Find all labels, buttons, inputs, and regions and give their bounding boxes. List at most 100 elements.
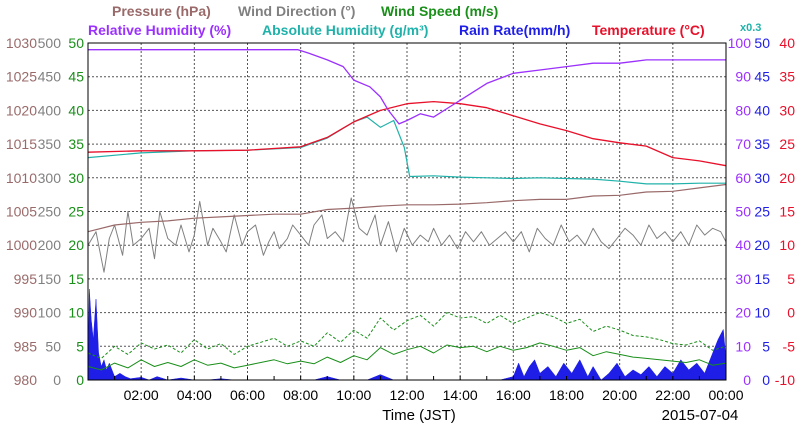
y-tick-label-rain-rate: 20 bbox=[754, 237, 770, 253]
y-tick-label-relative-humidity: 0 bbox=[743, 372, 751, 388]
y-tick-label-wind-speed: 45 bbox=[68, 69, 84, 85]
y-tick-label-wind-speed: 35 bbox=[68, 136, 84, 152]
y-tick-label-pressure: 1025 bbox=[6, 69, 37, 85]
y-tick-label-relative-humidity: 20 bbox=[735, 305, 751, 321]
y-tick-label-temperature: 25 bbox=[779, 136, 795, 152]
y-tick-label-rain-rate: 0 bbox=[762, 372, 770, 388]
x-tick-label: 22:00 bbox=[655, 387, 690, 403]
x-tick-label: 10:00 bbox=[336, 387, 371, 403]
y-tick-label-pressure: 990 bbox=[14, 305, 38, 321]
legend: Pressure (hPa) Wind Direction (°) Wind S… bbox=[88, 3, 761, 38]
y-tick-label-wind-direction: 0 bbox=[53, 372, 61, 388]
y-tick-label-wind-speed: 5 bbox=[76, 338, 84, 354]
y-tick-label-temperature: -10 bbox=[775, 372, 795, 388]
y-tick-label-wind-direction: 150 bbox=[38, 271, 62, 287]
y-tick-label-rain-rate: 40 bbox=[754, 102, 770, 118]
y-tick-label-relative-humidity: 30 bbox=[735, 271, 751, 287]
y-tick-label-temperature: 35 bbox=[779, 69, 795, 85]
y-tick-label-rain-rate: 5 bbox=[762, 338, 770, 354]
x-tick-label: 02:00 bbox=[124, 387, 159, 403]
y-tick-label-wind-direction: 450 bbox=[38, 69, 62, 85]
series-relative-humidity bbox=[88, 49, 726, 125]
y-tick-label-wind-speed: 40 bbox=[68, 102, 84, 118]
y-axes: 1030102510201015101010051000995990985980… bbox=[6, 35, 795, 388]
x-axis-label: Time (JST) bbox=[382, 407, 456, 424]
y-tick-label-rain-rate: 35 bbox=[754, 136, 770, 152]
y-tick-label-pressure: 1005 bbox=[6, 204, 37, 220]
y-tick-label-relative-humidity: 10 bbox=[735, 338, 751, 354]
y-tick-label-pressure: 985 bbox=[14, 338, 38, 354]
series-layer bbox=[87, 49, 727, 381]
x-tick-label: 00:00 bbox=[708, 387, 743, 403]
y-tick-label-wind-speed: 10 bbox=[68, 305, 84, 321]
y-tick-label-relative-humidity: 40 bbox=[735, 237, 751, 253]
x-axis: 02:00 04:00 06:00 08:00 10:00 12:00 14:00 16:00… bbox=[114, 376, 744, 403]
y-tick-label-relative-humidity: 80 bbox=[735, 102, 751, 118]
date-label: 2015-07-04 bbox=[662, 407, 739, 424]
y-tick-label-temperature: 20 bbox=[779, 170, 795, 186]
y-tick-label-wind-speed: 15 bbox=[68, 271, 84, 287]
x-tick-label: 06:00 bbox=[230, 387, 265, 403]
y-tick-label-wind-direction: 350 bbox=[38, 136, 62, 152]
legend-absolute-humidity: Absolute Humidity (g/m³) bbox=[262, 22, 428, 38]
series-pressure-hpa bbox=[87, 183, 727, 233]
series-wind-direction bbox=[87, 197, 727, 273]
x-tick-label: 16:00 bbox=[496, 387, 531, 403]
y-tick-label-pressure: 1015 bbox=[6, 136, 37, 152]
y-tick-label-wind-direction: 250 bbox=[38, 204, 62, 220]
series-wind-speed-gust-m-s bbox=[87, 312, 727, 359]
y-tick-label-pressure: 1000 bbox=[6, 237, 37, 253]
y-tick-label-wind-direction: 500 bbox=[38, 35, 62, 51]
y-tick-label-rain-rate: 45 bbox=[754, 69, 770, 85]
y-tick-label-rain-rate: 50 bbox=[754, 35, 770, 51]
legend-temperature: Temperature (°C) bbox=[592, 22, 705, 38]
y-tick-label-wind-speed: 20 bbox=[68, 237, 84, 253]
legend-wind-direction: Wind Direction (°) bbox=[238, 3, 355, 19]
y-tick-label-pressure: 1030 bbox=[6, 35, 37, 51]
x-tick-label: 12:00 bbox=[389, 387, 424, 403]
y-tick-label-wind-speed: 50 bbox=[68, 35, 84, 51]
y-tick-label-wind-speed: 0 bbox=[76, 372, 84, 388]
x-tick-label: 14:00 bbox=[443, 387, 478, 403]
y-tick-label-wind-speed: 25 bbox=[68, 204, 84, 220]
y-tick-label-pressure: 980 bbox=[14, 372, 38, 388]
series-wind-speed-m-s bbox=[87, 342, 727, 371]
y-tick-label-relative-humidity: 60 bbox=[735, 170, 751, 186]
y-tick-label-wind-direction: 400 bbox=[38, 102, 62, 118]
series-temperature-c bbox=[87, 100, 727, 167]
y-tick-label-pressure: 1020 bbox=[6, 102, 37, 118]
y-tick-label-wind-direction: 200 bbox=[38, 237, 62, 253]
legend-pressure: Pressure (hPa) bbox=[112, 3, 211, 19]
legend-wind-speed: Wind Speed (m/s) bbox=[381, 3, 498, 19]
y-tick-label-relative-humidity: 50 bbox=[735, 204, 751, 220]
legend-x03: x0.3 bbox=[740, 22, 761, 34]
y-tick-label-pressure: 1010 bbox=[6, 170, 37, 186]
y-tick-label-temperature: 0 bbox=[787, 305, 795, 321]
y-tick-label-temperature: -5 bbox=[783, 338, 796, 354]
y-tick-label-rain-rate: 30 bbox=[754, 170, 770, 186]
y-tick-label-wind-direction: 300 bbox=[38, 170, 62, 186]
y-tick-label-relative-humidity: 90 bbox=[735, 69, 751, 85]
y-tick-label-wind-direction: 100 bbox=[38, 305, 62, 321]
y-tick-label-wind-speed: 30 bbox=[68, 170, 84, 186]
y-tick-label-rain-rate: 10 bbox=[754, 305, 770, 321]
x-tick-label: 18:00 bbox=[549, 387, 584, 403]
legend-rain-rate: Rain Rate(mm/h) bbox=[459, 22, 570, 38]
y-tick-label-wind-direction: 50 bbox=[45, 338, 61, 354]
y-tick-label-temperature: 5 bbox=[787, 271, 795, 287]
y-tick-label-pressure: 995 bbox=[14, 271, 38, 287]
x-tick-label: 04:00 bbox=[177, 387, 212, 403]
legend-relative-humidity: Relative Humidity (%) bbox=[88, 22, 231, 38]
y-tick-label-relative-humidity: 70 bbox=[735, 136, 751, 152]
y-tick-label-rain-rate: 15 bbox=[754, 271, 770, 287]
x-tick-label: 20:00 bbox=[602, 387, 637, 403]
y-tick-label-temperature: 40 bbox=[779, 35, 795, 51]
y-tick-label-temperature: 10 bbox=[779, 237, 795, 253]
y-tick-label-temperature: 30 bbox=[779, 102, 795, 118]
y-tick-label-rain-rate: 25 bbox=[754, 204, 770, 220]
y-tick-label-temperature: 15 bbox=[779, 204, 795, 220]
x-tick-label: 08:00 bbox=[283, 387, 318, 403]
y-tick-label-relative-humidity: 100 bbox=[728, 35, 752, 51]
